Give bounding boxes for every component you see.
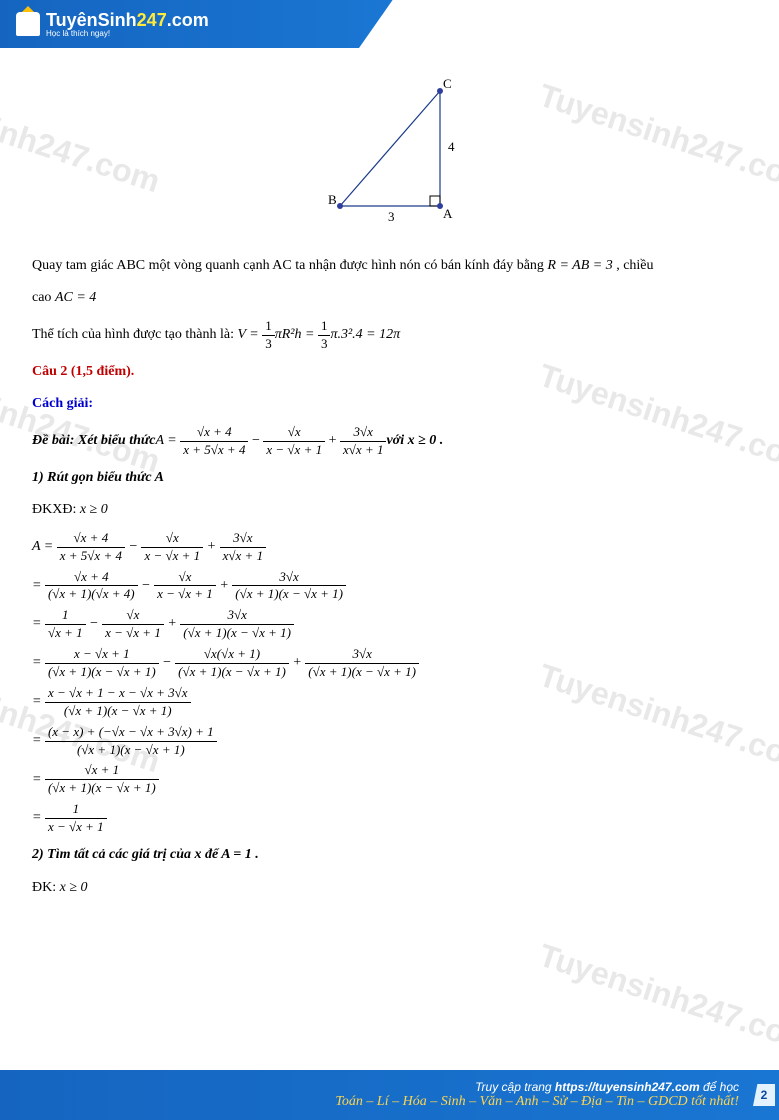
eq-step-6: = (x − x) + (−√x − √x + 3√x) + 1(√x + 1)… — [32, 724, 747, 759]
logo-icon — [16, 12, 40, 36]
eq-step-8: = 1x − √x + 1 — [32, 801, 747, 836]
condition-line-2: ĐK: x ≥ 0 — [32, 875, 747, 902]
problem-statement: Đề bài: Xét biểu thức A = √x + 4x + 5√x … — [32, 424, 747, 459]
eq-step-5: = x − √x + 1 − x − √x + 3√x(√x + 1)(x − … — [32, 685, 747, 720]
question-header: Câu 2 (1,5 điểm). — [32, 359, 747, 386]
footer-line-2: Toán – Lí – Hóa – Sinh – Văn – Anh – Sử … — [335, 1094, 739, 1110]
logo-tag: Học là thích ngay! — [46, 29, 209, 38]
side-3: 3 — [388, 209, 395, 224]
logo: TuyênSinh247.com Học là thích ngay! — [46, 10, 209, 38]
vertex-b: B — [328, 192, 337, 207]
condition-line: ĐKXĐ: x ≥ 0 — [32, 497, 747, 524]
solution-header: Cách giải: — [32, 391, 747, 418]
logo-ext: .com — [167, 10, 209, 30]
section-2: 2) Tìm tất cả các giá trị của x để A = 1… — [32, 842, 747, 869]
footer: Truy cập trang https://tuyensinh247.com … — [0, 1070, 779, 1120]
text-line-1: Quay tam giác ABC một vòng quanh cạnh AC… — [32, 253, 747, 280]
header: TuyênSinh247.com Học là thích ngay! — [0, 0, 779, 48]
text-line-2: cao AC = 4 — [32, 285, 747, 312]
eq-step-2: = √x + 4(√x + 1)(√x + 4) − √xx − √x + 1 … — [32, 569, 747, 604]
text-line-3: Thể tích của hình được tạo thành là: V =… — [32, 318, 747, 353]
footer-line-1: Truy cập trang https://tuyensinh247.com … — [475, 1080, 739, 1094]
eq-step-1: A = √x + 4x + 5√x + 4 − √xx − √x + 1 + 3… — [32, 530, 747, 565]
vertex-a: A — [443, 206, 453, 221]
vertex-c: C — [443, 76, 452, 91]
content: B A C 3 4 Quay tam giác ABC một vòng qua… — [0, 48, 779, 901]
logo-text: TuyênSinh — [46, 10, 137, 30]
logo-num: 247 — [137, 10, 167, 30]
eq-step-7: = √x + 1(√x + 1)(x − √x + 1) — [32, 762, 747, 797]
side-4: 4 — [448, 139, 455, 154]
eq-step-3: = 1√x + 1 − √xx − √x + 1 + 3√x(√x + 1)(x… — [32, 607, 747, 642]
triangle-diagram: B A C 3 4 — [32, 76, 747, 237]
section-1: 1) Rút gọn biểu thức A — [32, 465, 747, 492]
watermark: Tuyensinh247.com — [535, 937, 779, 1060]
eq-step-4: = x − √x + 1(√x + 1)(x − √x + 1) − √x(√x… — [32, 646, 747, 681]
